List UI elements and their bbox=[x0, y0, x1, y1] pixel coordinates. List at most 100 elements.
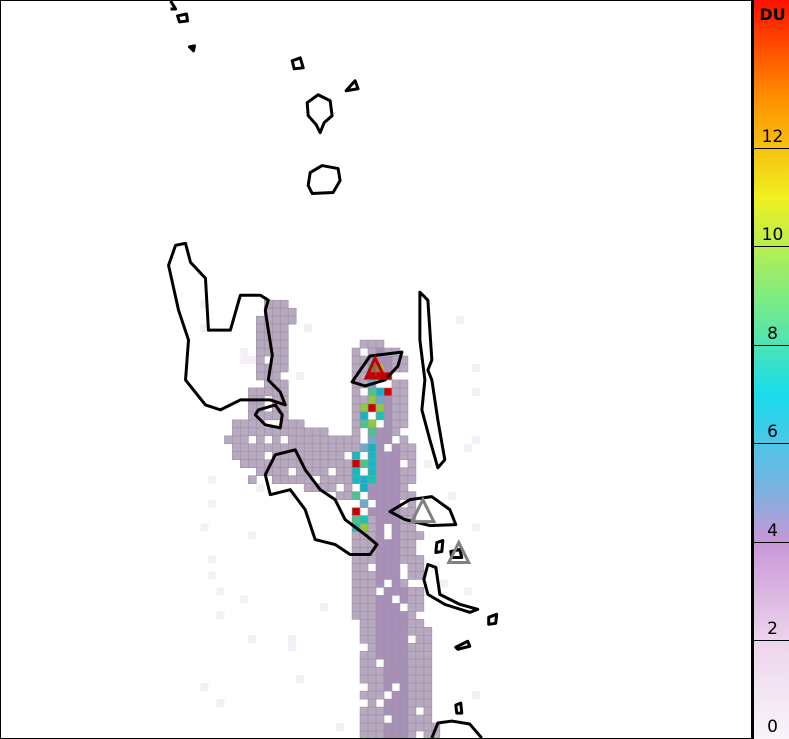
so2-cell bbox=[335, 467, 345, 477]
so2-cell bbox=[375, 611, 385, 620]
so2-cell bbox=[375, 507, 385, 516]
so2-cell bbox=[351, 563, 361, 572]
so2-cell bbox=[391, 658, 401, 668]
so2-cell bbox=[367, 483, 377, 492]
colorbar-tick-label: 6 bbox=[767, 422, 778, 443]
so2-cell bbox=[423, 706, 433, 716]
so2-cell bbox=[383, 411, 393, 421]
so2-cell bbox=[375, 499, 385, 508]
so2-cell bbox=[271, 443, 281, 453]
so2-cell bbox=[248, 475, 257, 484]
so2-cell bbox=[367, 627, 377, 636]
so2-cell bbox=[311, 443, 321, 453]
so2-cell bbox=[271, 435, 281, 445]
so2-cell bbox=[407, 642, 417, 652]
so2-cell bbox=[256, 387, 265, 397]
so2-cell bbox=[423, 690, 433, 700]
coastline-islet bbox=[253, 403, 284, 430]
so2-cell bbox=[264, 443, 273, 453]
so2-cell bbox=[367, 403, 377, 413]
so2-cell bbox=[367, 714, 377, 724]
so2-cell bbox=[423, 674, 433, 684]
so2-cell bbox=[359, 595, 369, 604]
so2-cell bbox=[383, 491, 393, 500]
so2-cell bbox=[423, 642, 433, 652]
so2-cell bbox=[383, 355, 393, 365]
so2-cell bbox=[399, 611, 409, 620]
so2-cell bbox=[399, 674, 409, 684]
so2-cell bbox=[415, 690, 425, 700]
so2-cell bbox=[399, 666, 409, 676]
volcano-markers bbox=[363, 354, 472, 564]
coastline-north-4 bbox=[290, 56, 305, 71]
so2-cell bbox=[391, 563, 401, 572]
so2-cell bbox=[423, 634, 433, 644]
so2-cell bbox=[375, 475, 385, 484]
so2-cell bbox=[303, 451, 313, 461]
so2-cell bbox=[375, 435, 385, 445]
so2-cell bbox=[391, 714, 401, 724]
so2-cell bbox=[391, 427, 401, 437]
coastline-north-1 bbox=[169, 1, 178, 11]
so2-cell bbox=[391, 483, 401, 492]
so2-cell bbox=[391, 395, 401, 405]
so2-cell bbox=[383, 611, 393, 620]
so2-cell bbox=[383, 730, 393, 738]
so2-cell bbox=[208, 571, 217, 580]
so2-cell bbox=[359, 674, 369, 684]
so2-cell bbox=[375, 642, 385, 652]
so2-cell bbox=[399, 451, 409, 461]
coastline-ambae bbox=[350, 350, 404, 388]
so2-cell bbox=[279, 355, 289, 365]
so2-cell bbox=[383, 499, 393, 508]
so2-cell bbox=[359, 730, 369, 738]
so2-cell bbox=[383, 555, 393, 564]
so2-cell bbox=[351, 451, 361, 461]
so2-cell bbox=[359, 722, 369, 732]
so2-cell bbox=[319, 443, 329, 453]
so2-cell bbox=[351, 507, 361, 516]
so2-cell bbox=[367, 587, 377, 596]
so2-cell bbox=[240, 459, 249, 469]
so2-cell bbox=[407, 443, 417, 453]
so2-cell bbox=[256, 339, 265, 349]
so2-cell bbox=[367, 579, 377, 588]
so2-cell bbox=[407, 650, 417, 660]
so2-cell bbox=[383, 451, 393, 461]
so2-cell bbox=[248, 356, 257, 365]
so2-cell bbox=[327, 459, 337, 469]
so2-cell bbox=[343, 459, 353, 469]
so2-cell bbox=[351, 443, 361, 453]
so2-cell bbox=[287, 419, 297, 429]
so2-cell bbox=[367, 619, 377, 628]
so2-cell bbox=[399, 690, 409, 700]
so2-cell bbox=[399, 363, 409, 373]
so2-cell bbox=[375, 563, 385, 572]
so2-cell bbox=[399, 419, 409, 429]
so2-cell bbox=[256, 435, 265, 445]
so2-cell bbox=[351, 459, 361, 469]
so2-cell bbox=[415, 698, 425, 708]
so2-cell bbox=[391, 411, 401, 421]
coastline-islet-4 bbox=[487, 612, 499, 626]
so2-cell bbox=[391, 619, 401, 628]
so2-cell bbox=[295, 435, 305, 445]
so2-cell bbox=[327, 483, 337, 492]
so2-cell bbox=[351, 347, 361, 357]
so2-cell bbox=[367, 690, 377, 700]
so2-cell bbox=[471, 387, 480, 396]
so2-cell bbox=[359, 483, 369, 492]
so2-cell bbox=[351, 475, 361, 484]
so2-cell bbox=[311, 459, 321, 469]
so2-cell bbox=[383, 387, 393, 397]
so2-cell bbox=[279, 339, 289, 349]
so2-cell bbox=[399, 730, 409, 738]
so2-cell bbox=[359, 475, 369, 484]
so2-cell bbox=[264, 411, 273, 421]
so2-cell bbox=[399, 467, 409, 477]
so2-cell bbox=[359, 587, 369, 596]
so2-cell bbox=[391, 403, 401, 413]
so2-cell bbox=[295, 443, 305, 453]
so2-cell bbox=[367, 491, 377, 500]
so2-cell bbox=[407, 666, 417, 676]
